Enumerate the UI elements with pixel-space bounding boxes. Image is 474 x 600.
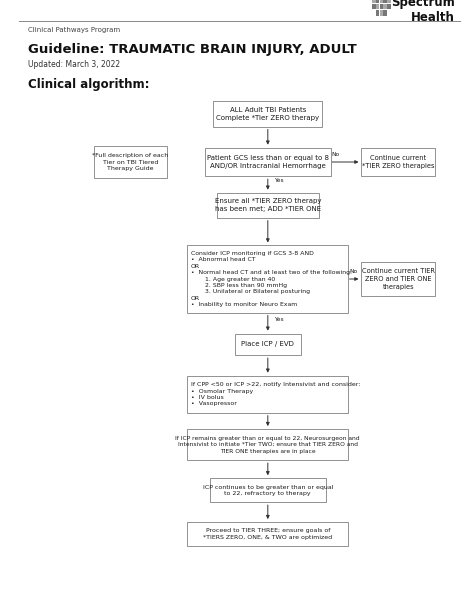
FancyBboxPatch shape xyxy=(187,522,348,546)
FancyBboxPatch shape xyxy=(187,245,348,313)
Bar xyxy=(383,0,387,3)
Text: Yes: Yes xyxy=(274,178,283,184)
FancyBboxPatch shape xyxy=(210,478,326,502)
FancyBboxPatch shape xyxy=(93,146,167,178)
FancyBboxPatch shape xyxy=(213,101,322,127)
Bar xyxy=(376,0,379,3)
Text: *Full description of each
Tier on TBI Tiered
Therapy Guide: *Full description of each Tier on TBI Ti… xyxy=(92,153,168,171)
Text: Ensure all *TIER ZERO therapy
has been met; ADD *TIER ONE: Ensure all *TIER ZERO therapy has been m… xyxy=(215,199,321,212)
Bar xyxy=(387,4,391,10)
Text: Continue current TIER
ZERO and TIER ONE
therapies: Continue current TIER ZERO and TIER ONE … xyxy=(362,268,435,290)
Text: Guideline: TRAUMATIC BRAIN INJURY, ADULT: Guideline: TRAUMATIC BRAIN INJURY, ADULT xyxy=(28,43,357,56)
Bar xyxy=(380,4,383,10)
FancyBboxPatch shape xyxy=(187,429,348,460)
FancyBboxPatch shape xyxy=(217,193,319,218)
FancyBboxPatch shape xyxy=(361,148,435,176)
FancyBboxPatch shape xyxy=(361,262,435,296)
Text: No: No xyxy=(332,152,340,157)
Text: Spectrum
Health: Spectrum Health xyxy=(392,0,455,23)
Bar xyxy=(380,0,383,3)
Text: No: No xyxy=(349,269,357,274)
Text: Yes: Yes xyxy=(274,317,283,322)
Bar xyxy=(380,10,383,16)
Text: ICP continues to be greater than or equal
to 22, refractory to therapy: ICP continues to be greater than or equa… xyxy=(202,485,333,496)
Bar xyxy=(376,10,379,16)
Bar xyxy=(383,10,387,16)
Bar xyxy=(372,0,375,3)
Bar xyxy=(383,4,387,10)
Bar xyxy=(372,4,375,10)
Text: Continue current
*TIER ZERO therapies: Continue current *TIER ZERO therapies xyxy=(362,155,434,169)
Text: If CPP <50 or ICP >22, notify Intensivist and consider:
•  Osmolar Therapy
•  IV: If CPP <50 or ICP >22, notify Intensivis… xyxy=(191,382,360,406)
Text: Clinical Pathways Program: Clinical Pathways Program xyxy=(28,27,120,33)
Text: Place ICP / EVD: Place ICP / EVD xyxy=(241,341,294,347)
FancyBboxPatch shape xyxy=(235,334,301,355)
Text: Updated: March 3, 2022: Updated: March 3, 2022 xyxy=(28,60,120,69)
Bar xyxy=(387,0,391,3)
Text: Clinical algorithm:: Clinical algorithm: xyxy=(28,78,150,91)
Bar xyxy=(376,4,379,10)
Text: Proceed to TIER THREE; ensure goals of
*TIERS ZERO, ONE, & TWO are optimized: Proceed to TIER THREE; ensure goals of *… xyxy=(203,528,332,540)
Text: Consider ICP monitoring if GCS 3-8 AND
•  Abnormal head CT
OR
•  Normal head CT : Consider ICP monitoring if GCS 3-8 AND •… xyxy=(191,251,352,307)
Text: If ICP remains greater than or equal to 22, Neurosurgeon and
Intensivist to init: If ICP remains greater than or equal to … xyxy=(175,436,360,454)
Text: ALL Adult TBI Patients
Complete *Tier ZERO therapy: ALL Adult TBI Patients Complete *Tier ZE… xyxy=(216,107,319,121)
FancyBboxPatch shape xyxy=(187,376,348,413)
FancyBboxPatch shape xyxy=(205,148,331,176)
Text: Patient GCS less than or equal to 8
AND/OR Intracranial Hemorrhage: Patient GCS less than or equal to 8 AND/… xyxy=(207,155,329,169)
